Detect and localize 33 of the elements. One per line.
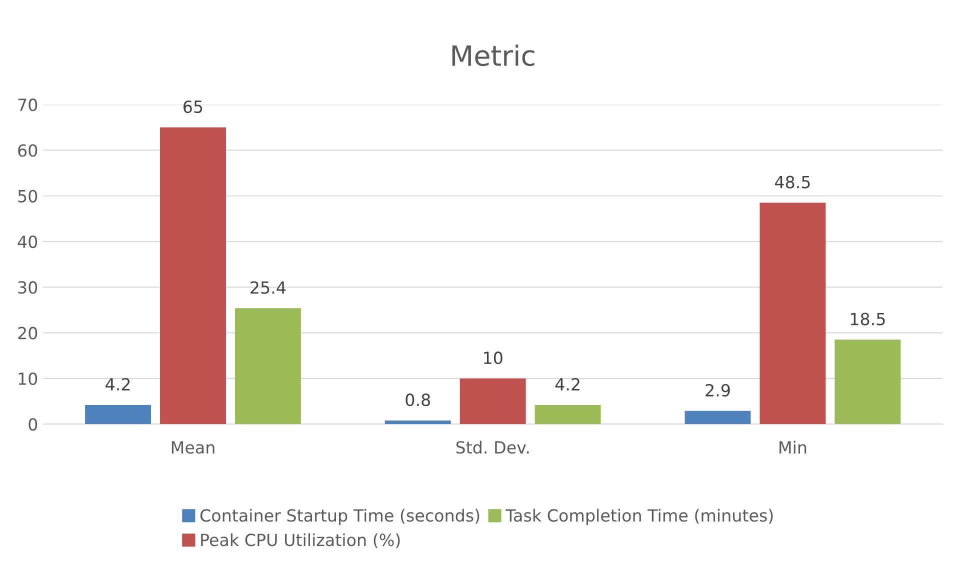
y-tick-label: 0 xyxy=(28,418,38,431)
data-label: 4.2 xyxy=(106,378,130,390)
bar xyxy=(534,404,601,424)
y-tick-label: 40 xyxy=(18,235,38,248)
legend-label: Task Completion Time (minutes) xyxy=(506,508,773,525)
y-tick-label: 10 xyxy=(18,372,38,386)
bar xyxy=(460,378,526,424)
x-tick-label: Min xyxy=(780,440,806,454)
y-tick-label: 70 xyxy=(18,98,38,112)
x-tick-label: Std. Dev. xyxy=(456,440,529,454)
data-label: 4.2 xyxy=(555,378,580,390)
data-label: 0.8 xyxy=(406,394,430,406)
data-label: 18.5 xyxy=(850,312,885,326)
chart-title: Metric xyxy=(452,44,534,66)
x-tick-label: Mean xyxy=(172,441,214,454)
data-label: 2.9 xyxy=(706,384,730,397)
bar xyxy=(684,410,751,424)
y-tick-label: 50 xyxy=(18,190,38,202)
bar xyxy=(85,404,152,424)
y-tick-label: 60 xyxy=(18,144,38,157)
bar xyxy=(384,420,451,424)
data-label: 10 xyxy=(484,352,502,364)
bar xyxy=(760,202,826,424)
bar xyxy=(834,340,901,424)
data-label: 25.4 xyxy=(250,281,286,294)
legend-label: Peak CPU Utilization (%) xyxy=(201,533,400,548)
legend-label: Container Startup Time (seconds) xyxy=(200,508,480,525)
data-label: 65 xyxy=(184,100,202,114)
bar xyxy=(160,127,226,424)
y-tick-label: 30 xyxy=(18,281,38,294)
bar xyxy=(234,308,301,424)
y-tick-label: 20 xyxy=(18,326,38,340)
data-label: 48.5 xyxy=(774,176,810,188)
